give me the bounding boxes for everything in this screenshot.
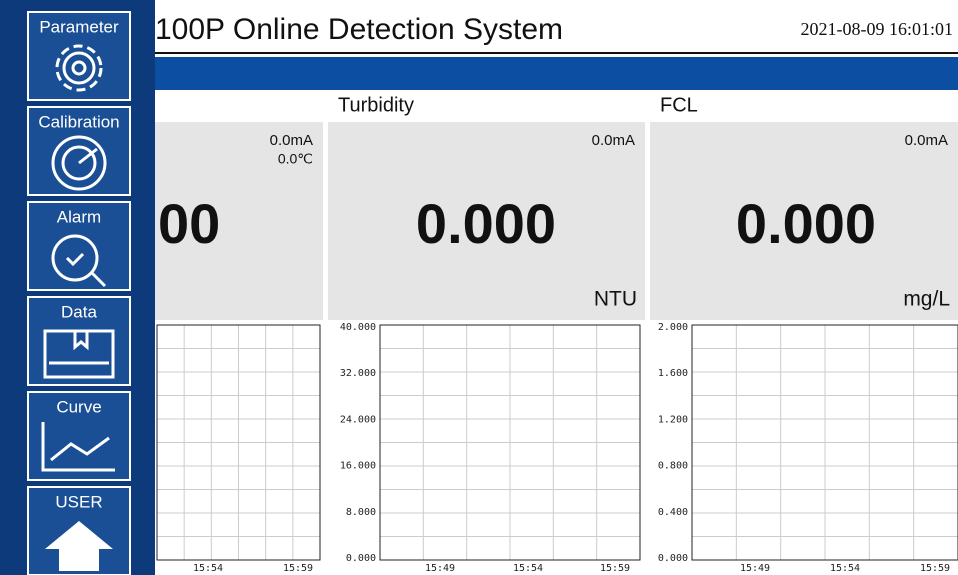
plot-border	[379, 324, 641, 561]
current-output: 0.0mA	[592, 132, 635, 149]
current-output: 0.0mA	[905, 132, 948, 149]
y-tick-label: 0.000	[346, 553, 376, 564]
reading-value: 0.000	[416, 192, 556, 255]
panel-title: FCL	[660, 94, 698, 116]
x-tick-label: 15:59	[283, 563, 313, 574]
gear-icon	[71, 60, 87, 76]
plot-border	[691, 324, 958, 561]
plot-border	[156, 324, 321, 561]
sidebar-buttons: Parameter Calibration Alarm Data Curve USER	[27, 11, 131, 575]
sidebar-button[interactable]: Parameter	[27, 11, 131, 101]
y-tick-label: 16.000	[340, 461, 376, 472]
sidebar-button[interactable]: Data	[27, 296, 131, 386]
y-tick-label: 1.600	[658, 368, 688, 379]
alarm-icon	[89, 270, 107, 288]
app-title: 100P Online Detection System	[155, 13, 563, 46]
y-tick-label: 8.000	[346, 507, 376, 518]
button-label: Parameter	[39, 17, 119, 36]
x-tick-label: 15:49	[425, 563, 455, 574]
button-label: Alarm	[57, 207, 101, 226]
button-frame	[27, 201, 131, 291]
reading-value: 0.000	[736, 192, 876, 255]
reading-unit: mg/L	[903, 288, 950, 311]
sidebar-button[interactable]: Alarm	[27, 201, 131, 291]
dial-icon	[51, 135, 107, 191]
panel-display	[155, 122, 323, 320]
curve-icon	[41, 422, 115, 472]
panel-display	[328, 122, 645, 320]
panels: 0.0mA 0.0℃ 00 15:54 15:59 Turbidity 0.0mA 0.000…	[155, 94, 958, 574]
temperature: 0.0℃	[278, 151, 313, 167]
datetime: 2021-08-09 16:01:01	[801, 19, 954, 39]
x-tick-label: 15:54	[513, 563, 543, 574]
dial-icon	[78, 147, 98, 165]
x-tick-label: 15:54	[193, 563, 223, 574]
home-icon	[45, 521, 113, 571]
current-output: 0.0mA	[270, 132, 313, 149]
data-icon	[73, 331, 89, 351]
y-tick-label: 0.800	[658, 461, 688, 472]
gear-icon	[55, 44, 103, 92]
y-tick-label: 24.000	[340, 414, 376, 425]
button-label: Curve	[56, 397, 101, 416]
panel: Turbidity 0.0mA 0.000 NTU 40.000 32.000 24.000…	[328, 94, 645, 574]
x-tick-label: 15:59	[600, 563, 630, 574]
data-icon	[43, 329, 115, 379]
y-tick-label: 0.400	[658, 507, 688, 518]
sidebar-button[interactable]: Calibration	[27, 106, 131, 196]
x-tick-label: 15:49	[740, 563, 770, 574]
alarm-icon	[65, 252, 85, 267]
curve-icon	[50, 436, 110, 462]
reading-unit: NTU	[594, 288, 637, 311]
y-tick-label: 1.200	[658, 414, 688, 425]
button-label: Data	[61, 302, 97, 321]
alarm-icon	[51, 234, 99, 282]
y-tick-label: 2.000	[658, 322, 688, 333]
button-frame	[27, 11, 131, 101]
button-label: Calibration	[38, 112, 119, 131]
y-tick-label: 0.000	[658, 553, 688, 564]
y-tick-label: 40.000	[340, 322, 376, 333]
sidebar-button[interactable]: USER	[27, 486, 131, 575]
dial-icon	[61, 145, 97, 181]
gear-icon	[62, 51, 96, 85]
button-frame	[27, 391, 131, 481]
panel-title: Turbidity	[338, 94, 414, 116]
button-label: USER	[55, 492, 102, 511]
panel-display	[650, 122, 958, 320]
y-tick-label: 32.000	[340, 368, 376, 379]
x-tick-label: 15:54	[830, 563, 860, 574]
panel: 0.0mA 0.0℃ 00 15:54 15:59	[155, 122, 323, 574]
panel: FCL 0.0mA 0.000 mg/L 2.000 1.600 1.200 0.800 0.4…	[650, 94, 958, 574]
sidebar-button[interactable]: Curve	[27, 391, 131, 481]
reading-value: 00	[158, 192, 220, 255]
x-tick-label: 15:59	[920, 563, 950, 574]
header-bar	[155, 57, 958, 90]
